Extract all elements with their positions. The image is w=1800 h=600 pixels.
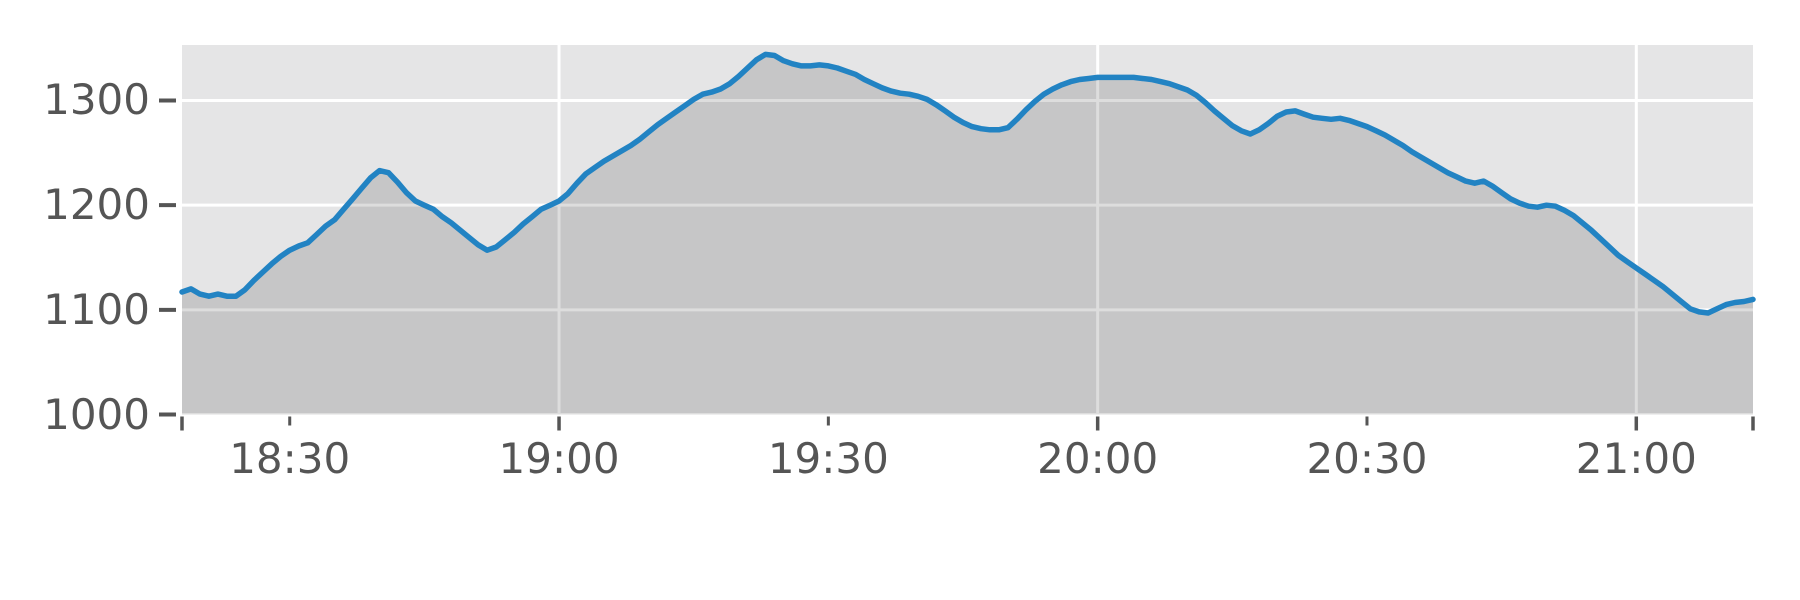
elevation-area-fill — [182, 54, 1753, 415]
elevation-line — [179, 51, 1756, 316]
plot-background — [182, 45, 1753, 415]
x-tick-label: 20:00 — [1037, 433, 1159, 483]
x-tick-label: 21:00 — [1575, 433, 1697, 483]
x-tick-label: 19:30 — [767, 433, 889, 483]
y-tick-label: 1200 — [43, 180, 150, 230]
y-tick-label: 1100 — [43, 284, 150, 334]
y-tick-label: 1300 — [43, 75, 150, 125]
x-tick-label: 20:30 — [1306, 433, 1428, 483]
y-tick-label: 1000 — [43, 389, 150, 439]
x-tick-label: 18:30 — [229, 433, 351, 483]
x-tick-label: 19:00 — [498, 433, 620, 483]
